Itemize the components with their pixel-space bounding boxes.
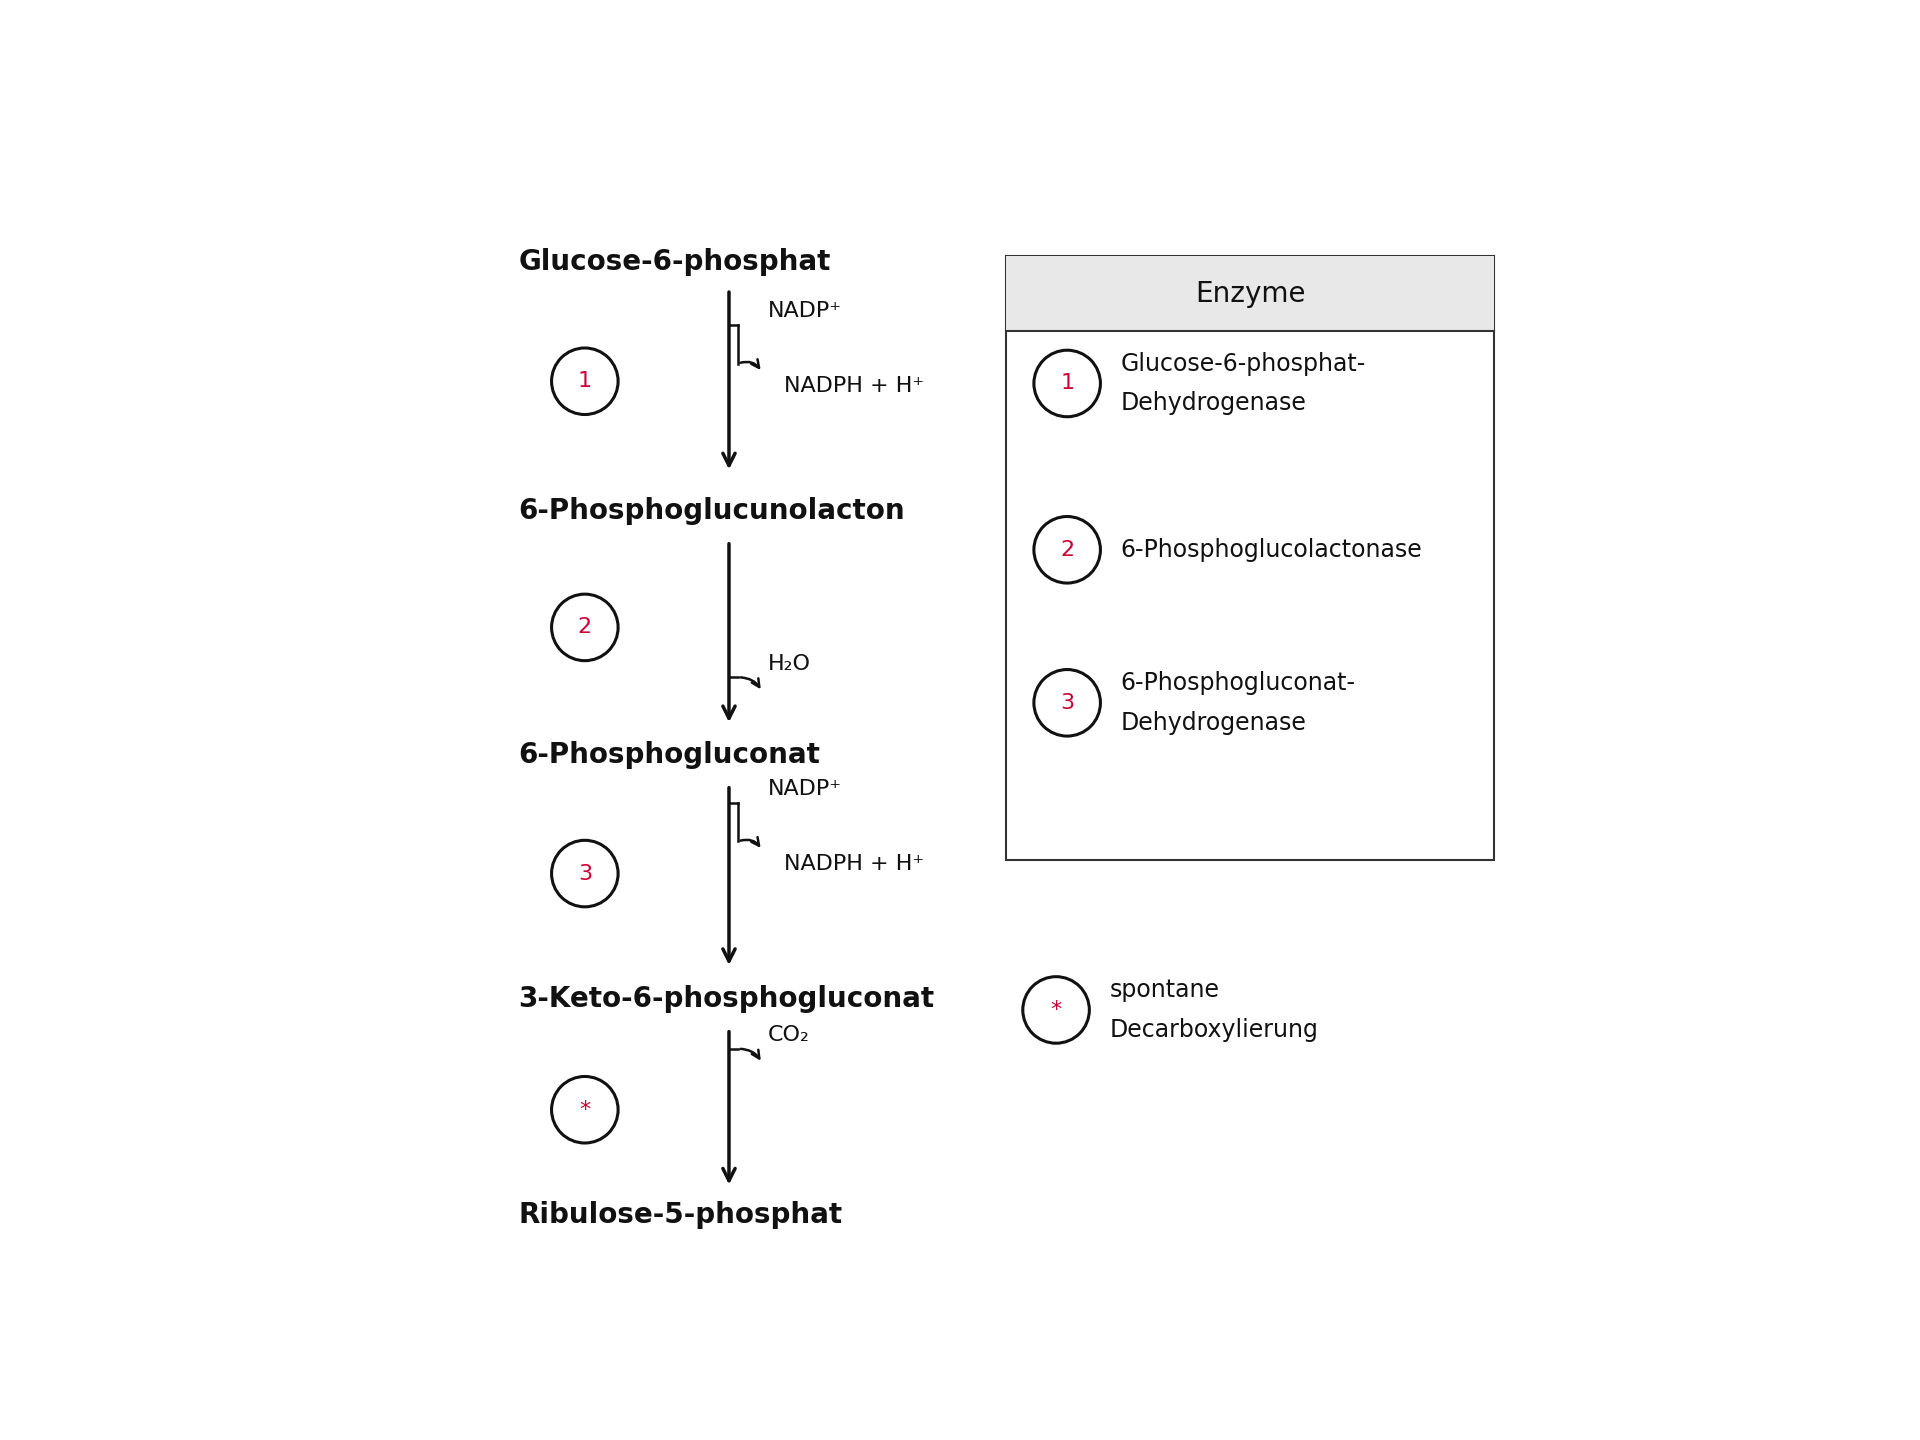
Text: *: * bbox=[580, 1100, 591, 1120]
Text: CO₂: CO₂ bbox=[768, 1025, 810, 1045]
Text: 3-Keto-6-phosphogluconat: 3-Keto-6-phosphogluconat bbox=[518, 985, 935, 1012]
Text: *: * bbox=[1050, 999, 1062, 1020]
Text: Glucose-6-phosphat-: Glucose-6-phosphat- bbox=[1121, 351, 1365, 376]
Text: Enzyme: Enzyme bbox=[1194, 279, 1306, 308]
Text: NADPH + H⁺: NADPH + H⁺ bbox=[785, 376, 925, 396]
Text: 6-Phosphogluconat: 6-Phosphogluconat bbox=[518, 742, 820, 769]
Text: NADP⁺: NADP⁺ bbox=[768, 779, 841, 799]
Text: Glucose-6-phosphat: Glucose-6-phosphat bbox=[518, 248, 831, 275]
Bar bbox=[1006, 256, 1494, 860]
Text: spontane: spontane bbox=[1110, 978, 1219, 1002]
Text: Decarboxylierung: Decarboxylierung bbox=[1110, 1018, 1319, 1043]
Text: 1: 1 bbox=[578, 372, 591, 392]
Text: H₂O: H₂O bbox=[768, 654, 810, 674]
Text: 6-Phosphoglucolactonase: 6-Phosphoglucolactonase bbox=[1121, 537, 1423, 562]
Bar bbox=[1006, 256, 1494, 331]
Text: NADP⁺: NADP⁺ bbox=[768, 301, 841, 321]
Text: 6-Phosphoglucunolacton: 6-Phosphoglucunolacton bbox=[518, 497, 904, 526]
Text: 2: 2 bbox=[1060, 540, 1073, 560]
Text: Dehydrogenase: Dehydrogenase bbox=[1121, 711, 1306, 734]
Text: NADPH + H⁺: NADPH + H⁺ bbox=[785, 854, 925, 874]
Text: 2: 2 bbox=[578, 618, 591, 638]
Text: 1: 1 bbox=[1060, 373, 1073, 393]
Text: Dehydrogenase: Dehydrogenase bbox=[1121, 392, 1306, 415]
Text: 6-Phosphogluconat-: 6-Phosphogluconat- bbox=[1121, 671, 1356, 696]
Text: 3: 3 bbox=[1060, 693, 1073, 713]
Text: 3: 3 bbox=[578, 864, 591, 884]
Text: Ribulose-5-phosphat: Ribulose-5-phosphat bbox=[518, 1201, 843, 1230]
